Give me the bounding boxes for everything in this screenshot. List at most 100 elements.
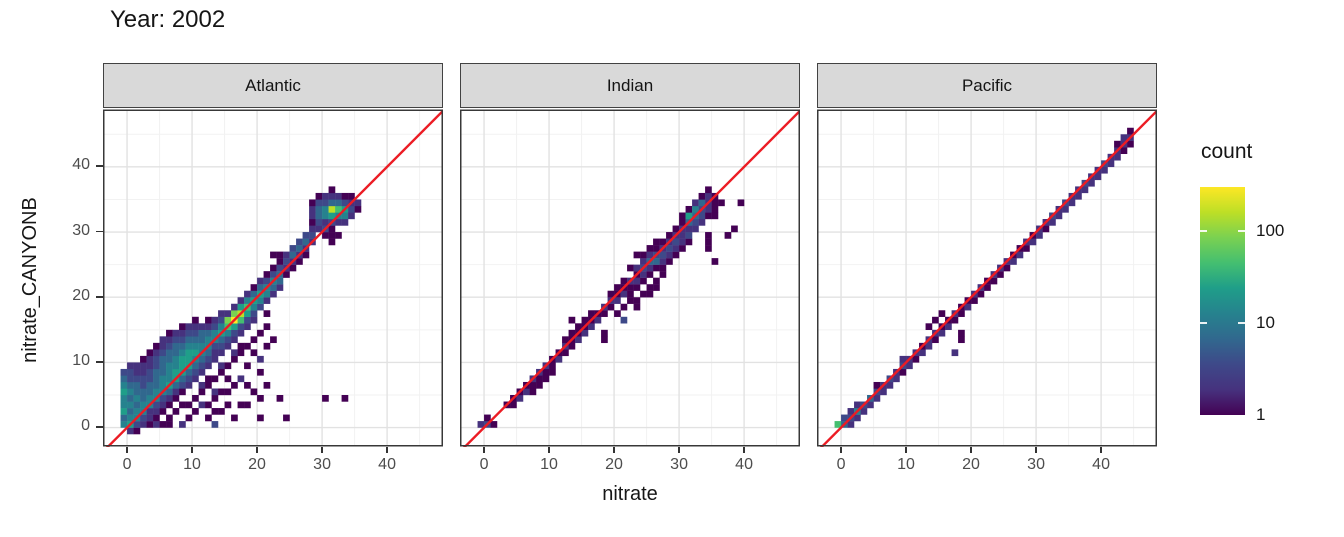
count-bin	[244, 290, 251, 298]
count-bin	[698, 192, 706, 200]
count-bin	[601, 336, 608, 344]
count-bin	[133, 427, 141, 435]
x-tick-label: 0	[479, 456, 489, 473]
count-bin	[231, 355, 238, 363]
count-bin	[666, 258, 673, 265]
count-bin	[964, 303, 972, 311]
count-bin	[322, 199, 329, 207]
count-bin	[737, 199, 745, 207]
count-bin	[932, 316, 939, 324]
count-bin	[659, 258, 667, 265]
count-bin	[640, 277, 647, 285]
count-bin	[179, 342, 186, 350]
count-bin	[620, 277, 628, 285]
count-bin	[322, 192, 329, 200]
count-bin	[159, 355, 167, 363]
count-bin	[633, 284, 641, 291]
count-bin	[263, 290, 271, 298]
count-bin	[257, 368, 264, 376]
count-bin	[328, 192, 336, 200]
count-bin	[211, 323, 219, 331]
count-bin	[335, 219, 342, 226]
legend-tick-label: 10	[1256, 312, 1275, 332]
count-bin	[633, 297, 641, 304]
count-bin	[575, 336, 582, 344]
count-bin	[140, 362, 147, 370]
plot-title: Year: 2002	[110, 6, 226, 33]
count-bin	[549, 368, 556, 376]
count-bin	[302, 238, 310, 246]
count-bin	[679, 212, 686, 220]
count-bin	[289, 245, 297, 252]
facet-panel-pacific	[817, 109, 1157, 447]
count-bin	[237, 401, 245, 409]
count-bin	[153, 414, 160, 422]
count-bin	[847, 421, 855, 428]
x-tick-mark	[743, 447, 745, 453]
count-bin	[198, 342, 206, 350]
facet-strip-indian: Indian	[460, 63, 800, 108]
count-bin	[348, 205, 355, 213]
count-bin	[166, 349, 173, 357]
count-bin	[192, 375, 199, 383]
count-bin	[231, 336, 238, 344]
count-bin	[198, 336, 206, 344]
count-bin	[477, 421, 485, 428]
count-bin	[237, 342, 245, 350]
count-bin	[205, 414, 212, 422]
count-bin	[958, 336, 965, 344]
count-bin	[257, 329, 264, 337]
count-bin	[172, 362, 180, 370]
count-bin	[679, 219, 686, 226]
count-bin	[263, 297, 271, 304]
count-bin	[705, 232, 712, 239]
count-bin	[685, 205, 693, 213]
y-tick-label: 40	[72, 156, 90, 174]
count-bin	[270, 290, 277, 298]
x-tick-mark	[548, 447, 550, 453]
count-bin	[1127, 127, 1134, 135]
count-bin	[257, 355, 264, 363]
count-bin	[672, 238, 680, 246]
count-bin	[529, 381, 537, 389]
count-bin	[185, 336, 193, 344]
count-bin	[1036, 232, 1043, 239]
count-bin	[601, 329, 608, 337]
count-bin	[1029, 238, 1037, 246]
count-bin	[620, 290, 628, 298]
count-bin	[185, 349, 193, 357]
count-bin	[276, 395, 284, 402]
count-bin	[211, 329, 219, 337]
legend-tick-mark	[1200, 229, 1207, 232]
count-bin	[120, 395, 128, 402]
count-bin	[958, 310, 965, 317]
count-bin	[296, 245, 303, 252]
count-bin	[659, 238, 667, 246]
count-bin	[653, 277, 660, 285]
count-bin	[925, 342, 933, 350]
count-bin	[354, 205, 362, 213]
count-bin	[516, 395, 524, 402]
count-bin	[127, 414, 134, 422]
count-bin	[153, 368, 160, 376]
count-bin	[711, 199, 719, 207]
count-bin	[231, 329, 238, 337]
y-tick-label: 0	[81, 417, 90, 435]
count-bin	[899, 368, 907, 376]
count-bin	[257, 395, 264, 402]
count-bin	[146, 395, 154, 402]
count-bin	[633, 277, 641, 285]
x-tick-mark	[483, 447, 485, 453]
count-bin	[834, 421, 842, 428]
count-bin	[159, 342, 167, 350]
count-bin	[185, 368, 193, 376]
count-bin	[127, 388, 134, 396]
count-bin	[698, 212, 706, 220]
count-bin	[218, 388, 225, 396]
x-tick-mark	[613, 447, 615, 453]
count-bin	[140, 388, 147, 396]
count-bin	[692, 219, 699, 226]
count-bin	[153, 362, 160, 370]
count-bin	[270, 264, 277, 272]
